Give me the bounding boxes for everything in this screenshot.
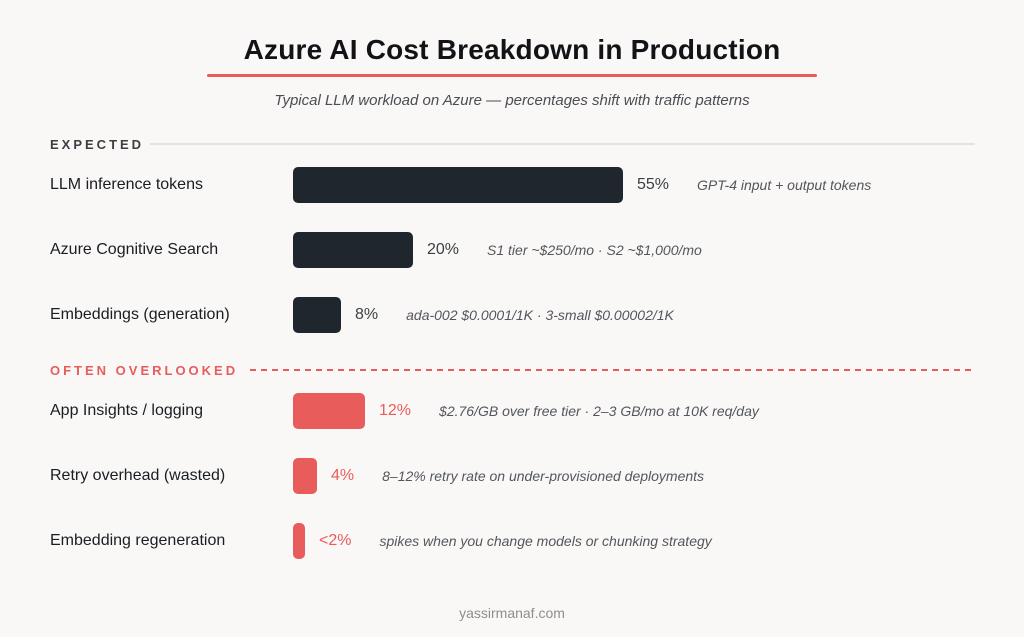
chart-row: Embedding regeneration <2% spikes when y…	[50, 523, 975, 559]
title-underline	[207, 74, 817, 77]
value-label: 4%	[331, 467, 355, 484]
row-note: GPT-4 input + output tokens	[697, 177, 872, 193]
chart-row: Embeddings (generation) 8% ada-002 $0.00…	[50, 297, 975, 333]
chart-subtitle: Typical LLM workload on Azure — percenta…	[274, 92, 750, 109]
row-note: S1 tier ~$250/mo · S2 ~$1,000/mo	[487, 242, 702, 258]
row-note: ada-002 $0.0001/1K · 3-small $0.00002/1K	[406, 307, 674, 323]
bar	[293, 232, 413, 268]
chart-row: App Insights / logging 12% $2.76/GB over…	[50, 393, 975, 429]
value-label: 8%	[355, 306, 379, 323]
value-label: <2%	[319, 532, 352, 549]
value-label: 20%	[427, 241, 460, 258]
bar	[293, 458, 317, 494]
section-rule-solid	[150, 143, 975, 145]
chart-body: EXPECTED LLM inference tokens 55% GPT-4 …	[0, 136, 1024, 559]
row-note: $2.76/GB over free tier · 2–3 GB/mo at 1…	[439, 403, 759, 419]
chart-title: Azure AI Cost Breakdown in Production	[243, 34, 781, 65]
chart-row: Retry overhead (wasted) 4% 8–12% retry r…	[50, 458, 975, 494]
section-header-expected: EXPECTED	[50, 136, 975, 152]
chart-row: LLM inference tokens 55% GPT-4 input + o…	[50, 167, 975, 203]
expected-rows: LLM inference tokens 55% GPT-4 input + o…	[50, 167, 975, 333]
value-label: 12%	[379, 402, 412, 419]
row-label: App Insights / logging	[50, 402, 203, 419]
value-label: 55%	[637, 176, 670, 193]
bar	[293, 393, 365, 429]
row-label: Azure Cognitive Search	[50, 241, 219, 258]
chart-row: Azure Cognitive Search 20% S1 tier ~$250…	[50, 232, 975, 268]
row-note: 8–12% retry rate on under-provisioned de…	[382, 468, 705, 484]
section-rule-dashed	[250, 369, 975, 371]
row-label: LLM inference tokens	[50, 176, 203, 193]
section-label-often-overlooked: OFTEN OVERLOOKED	[50, 362, 239, 378]
footer-credit: yassirmanaf.com	[459, 605, 565, 621]
bar	[293, 523, 305, 559]
row-label: Embedding regeneration	[50, 532, 226, 549]
bar	[293, 297, 341, 333]
section-label-expected: EXPECTED	[50, 136, 145, 152]
section-header-often-overlooked: OFTEN OVERLOOKED	[50, 362, 975, 378]
row-label: Retry overhead (wasted)	[50, 467, 226, 484]
overlooked-rows: App Insights / logging 12% $2.76/GB over…	[50, 393, 975, 559]
row-label: Embeddings (generation)	[50, 306, 230, 323]
chart-header: Azure AI Cost Breakdown in Production Ty…	[0, 0, 1024, 109]
bar	[293, 167, 623, 203]
row-note: spikes when you change models or chunkin…	[379, 533, 712, 549]
